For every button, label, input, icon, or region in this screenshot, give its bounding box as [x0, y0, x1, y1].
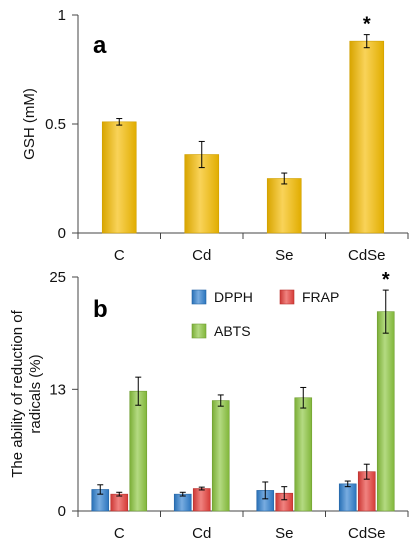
legend-swatch-abts — [191, 323, 207, 339]
bar — [349, 40, 385, 234]
x-tick-label: Se — [275, 525, 293, 542]
y-tick-label: 1 — [58, 7, 66, 24]
bar-abts — [376, 311, 395, 512]
y-axis-label: The ability of reduction ofradicals (%) — [9, 309, 44, 477]
x-tick-label: CdSe — [348, 247, 386, 264]
y-tick-label: 0 — [58, 225, 66, 242]
y-tick-label: 0 — [58, 503, 66, 520]
x-tick-label: Se — [275, 247, 293, 264]
panel-label: b — [93, 296, 108, 323]
bar-abts — [129, 390, 148, 512]
bar-abts — [294, 397, 313, 512]
legend-label-abts: ABTS — [214, 323, 251, 339]
significance-marker: * — [382, 269, 390, 291]
bar-abts — [211, 400, 230, 512]
legend-label-dpph: DPPH — [214, 289, 253, 305]
bar-dpph — [173, 493, 192, 512]
legend-label-frap: FRAP — [302, 289, 339, 305]
significance-marker: * — [363, 14, 371, 36]
bar-frap — [110, 493, 129, 512]
y-tick-label: 13 — [49, 381, 66, 398]
legend-swatch-dpph — [191, 289, 207, 305]
legend-swatch-frap — [279, 289, 295, 305]
x-tick-label: Cd — [192, 247, 211, 264]
y-axis-label: GSH (mM) — [21, 88, 38, 160]
bar-dpph — [338, 483, 357, 512]
x-tick-label: Cd — [192, 525, 211, 542]
panel-label: a — [93, 32, 107, 59]
y-tick-label: 0.5 — [45, 116, 66, 133]
bar — [101, 121, 137, 234]
x-tick-label: CdSe — [348, 525, 386, 542]
bar — [266, 178, 302, 234]
x-tick-label: C — [114, 247, 125, 264]
x-tick-label: C — [114, 525, 125, 542]
bar-frap — [192, 488, 211, 512]
y-tick-label: 25 — [49, 269, 66, 286]
